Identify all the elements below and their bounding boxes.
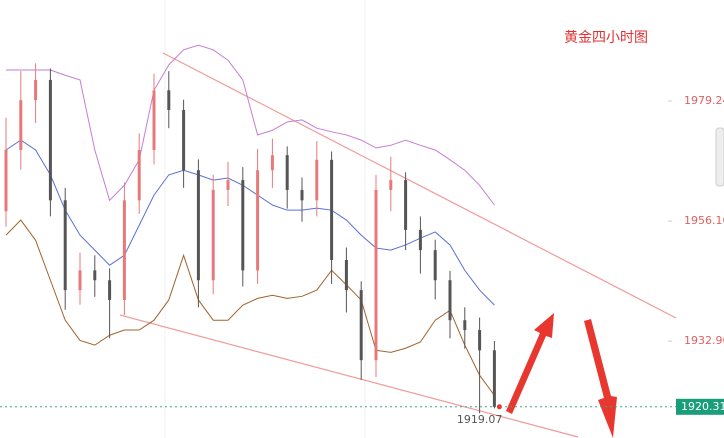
bar-body [418,229,422,251]
bar-body [433,250,437,281]
bar-body [315,159,319,201]
bar-body [389,180,393,190]
bar-body [256,170,260,271]
bar-body [270,155,274,171]
bar-body [48,79,52,201]
bar-body [448,280,452,321]
band-line [6,44,495,206]
down-arrow [584,319,617,438]
scroll-handle[interactable] [715,127,724,187]
y-tick-label: 1932.96 [684,334,724,347]
bar-body [359,290,363,361]
bar-body [285,155,289,190]
bar-body [167,90,171,111]
bar-body [330,159,334,260]
y-tick-label: 1979.24 [684,94,724,107]
bar-body [34,79,38,101]
bar-body [108,280,112,300]
last-dot [495,403,503,411]
bar-body [492,350,496,407]
price-tag [676,398,724,415]
bar-body [122,200,126,300]
bar-body [63,200,67,291]
bar-body [196,170,200,281]
band-line [5,139,495,306]
up-arrow [506,313,554,414]
bar-body [478,330,482,351]
bar-body [19,100,23,150]
bar-body [404,180,408,230]
bar-body [344,259,348,291]
bar-body [211,189,215,281]
band-line [5,219,495,396]
trendline [162,52,677,319]
bar-body [78,270,82,291]
bar-body [463,320,467,331]
bar-body [226,180,230,190]
bar-body [241,180,245,271]
bar-body [300,189,304,201]
y-tick-label: 1956.10 [684,214,724,227]
bar-body [93,270,97,281]
bar-body [137,149,141,201]
chart-title: 黄金四小时图 [564,29,648,46]
bar-body [4,149,8,212]
bar-body [152,90,156,150]
bar-body [182,110,186,171]
low-annotation: 1919.07 [457,413,503,426]
bar-body [374,189,378,361]
trendline [119,314,579,438]
price-tag-label: 1920.31 [681,400,724,413]
